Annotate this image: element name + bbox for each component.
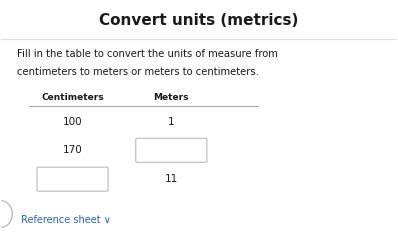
Text: 170: 170 xyxy=(62,145,82,155)
Text: 100: 100 xyxy=(63,116,82,127)
Text: 1: 1 xyxy=(168,116,175,127)
Text: Meters: Meters xyxy=(154,93,189,102)
Text: Convert units (metrics): Convert units (metrics) xyxy=(100,13,298,28)
Text: Fill in the table to convert the units of measure from: Fill in the table to convert the units o… xyxy=(17,49,278,60)
Text: 11: 11 xyxy=(165,174,178,184)
Text: centimeters to meters or meters to centimeters.: centimeters to meters or meters to centi… xyxy=(17,68,259,78)
FancyBboxPatch shape xyxy=(136,138,207,162)
Text: Reference sheet ∨: Reference sheet ∨ xyxy=(21,215,111,225)
Text: Centimeters: Centimeters xyxy=(41,93,104,102)
FancyBboxPatch shape xyxy=(37,167,108,191)
